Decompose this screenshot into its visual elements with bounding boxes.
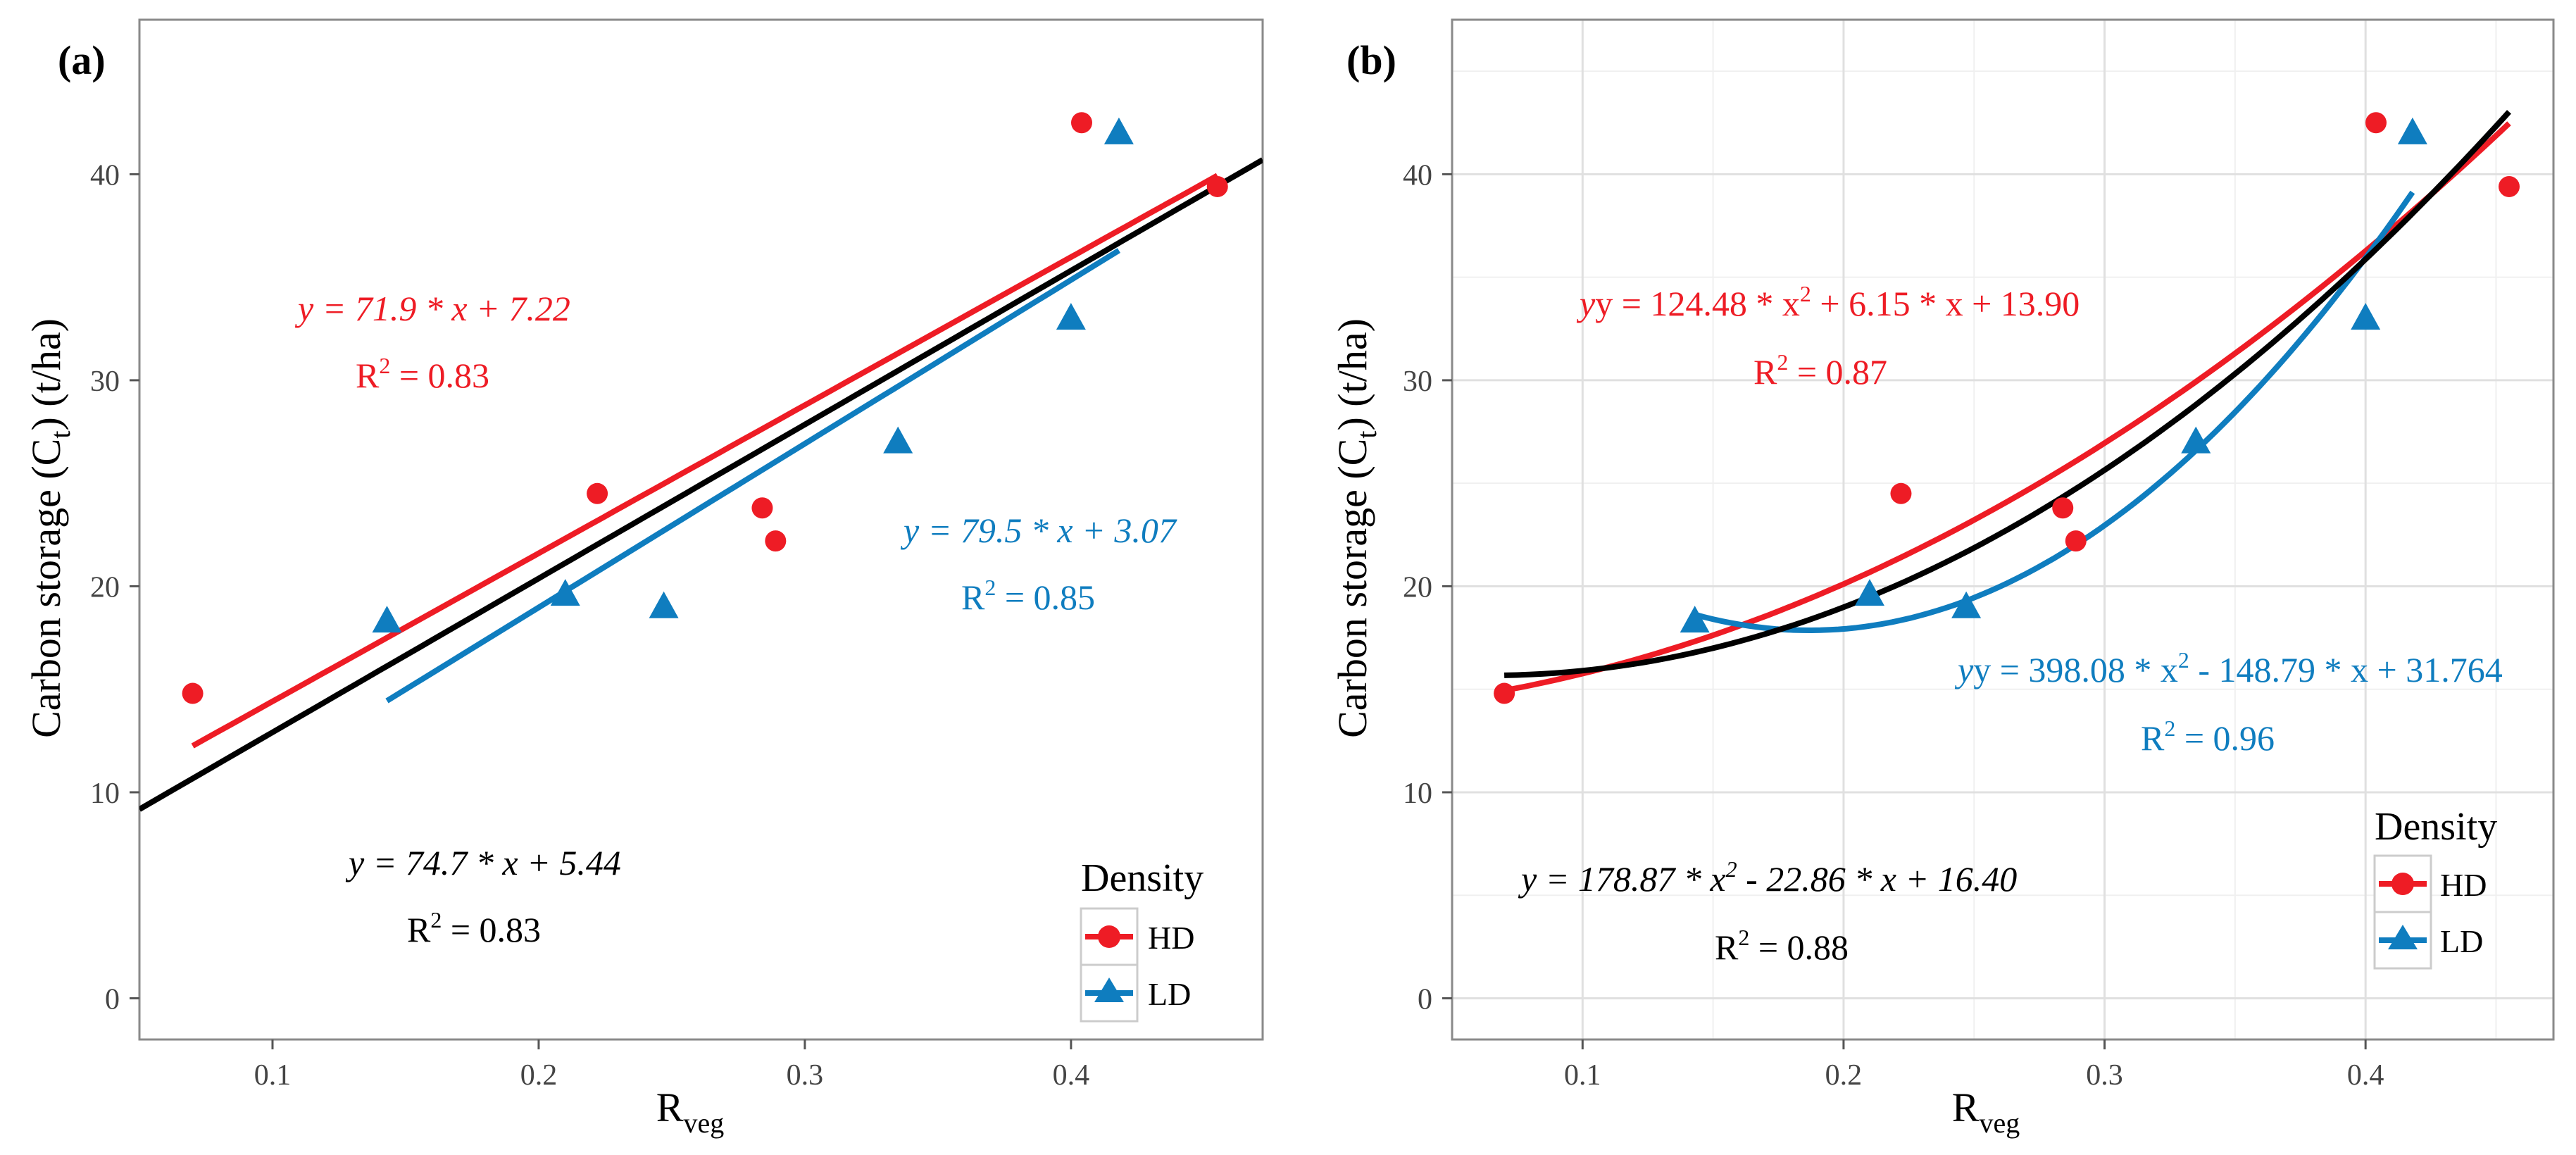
panel-a: (a) 0.1 0.2 0.3 0.4 0 10 20 30 40 Carbon storage… (23, 18, 1264, 1139)
y-tick-label: 20 (90, 571, 120, 604)
panel-b-legend-title: Density (2375, 805, 2497, 849)
point-ld (2181, 426, 2211, 454)
point-ld (2351, 303, 2381, 330)
x-tick-label: 0.4 (2347, 1059, 2384, 1092)
point-ld (1103, 117, 1134, 144)
point-ld (1056, 303, 1086, 330)
fit-line-hd-fit (1503, 121, 2511, 694)
panel-a-eq-ld: y = 79.5 * x + 3.07 (900, 511, 1177, 550)
x-tick-label: 0.1 (254, 1059, 292, 1092)
y-tick-label: 40 (1403, 159, 1432, 192)
point-hd (2065, 530, 2087, 552)
panel-a-xlabel: Rveg (656, 1085, 724, 1139)
panel-b-r2-hd: R2 = 0.87 (1753, 349, 1887, 392)
y-tick-label: 30 (90, 366, 120, 398)
point-hd (765, 530, 787, 552)
panel-b-legend-marker-ld (2388, 925, 2418, 949)
point-ld (372, 606, 402, 633)
panel-a-legend: Density HD LD (1080, 856, 1203, 1023)
panel-a-legend-marker-ld (1094, 978, 1124, 1002)
point-ld (649, 591, 679, 618)
point-hd (1206, 175, 1228, 197)
panel-a-eq-hd: y = 71.9 * x + 7.22 (294, 289, 570, 328)
point-ld (550, 579, 580, 606)
panel-b-legend-marker-hd (2391, 873, 2414, 895)
panel-b-label: (b) (1346, 37, 1396, 83)
fit-line-hd-fit (191, 173, 1219, 749)
point-hd (2365, 112, 2387, 134)
panel-b-r2-all: R2 = 0.88 (1715, 925, 1849, 967)
fit-line-ld-fit (1694, 190, 2415, 634)
y-tick-label: 30 (1403, 366, 1432, 398)
point-hd (2052, 497, 2074, 519)
panel-a-label: (a) (58, 37, 106, 83)
panel-a-fit-lines (139, 157, 1263, 812)
panel-b-gridlines (1451, 20, 2553, 1040)
point-hd (2498, 175, 2520, 197)
panel-b: (b) 0.1 0.2 0.3 0.4 0 10 20 30 40 Carbon storage… (1330, 18, 2555, 1139)
panel-b-ticks: 0.1 0.2 0.3 0.4 0 10 20 30 40 (1403, 159, 2384, 1092)
point-hd (1890, 482, 1912, 504)
panel-b-points (1494, 112, 2520, 704)
point-ld (883, 426, 913, 454)
y-tick-label: 10 (1403, 778, 1432, 810)
panel-b-legend-label-ld: LD (2440, 923, 2483, 959)
point-ld (1680, 606, 1710, 633)
point-hd (182, 682, 204, 704)
panel-a-r2-all: R2 = 0.83 (407, 907, 541, 949)
point-hd (1070, 112, 1092, 134)
y-tick-label: 20 (1403, 571, 1432, 604)
panel-a-legend-label-hd: HD (1148, 920, 1194, 956)
point-hd (1494, 682, 1515, 704)
panel-a-legend-label-ld: LD (1148, 976, 1191, 1012)
panel-a-r2-ld: R2 = 0.85 (961, 575, 1095, 617)
fit-line-ld-fit (385, 248, 1120, 704)
panel-a-points (182, 112, 1228, 704)
panel-a-ticks: 0.1 0.2 0.3 0.4 0 10 20 30 40 (90, 159, 1089, 1092)
panel-b-ylabel: Carbon storage (Ct) (t/ha) (1330, 318, 1382, 738)
x-tick-label: 0.3 (787, 1059, 824, 1092)
x-tick-label: 0.2 (1825, 1059, 1863, 1092)
panel-b-fit-lines (1503, 110, 2511, 694)
point-ld (1951, 591, 1982, 618)
panel-b-r2-ld: R2 = 0.96 (2141, 716, 2275, 758)
panel-a-eq-all: y = 74.7 * x + 5.44 (345, 843, 621, 882)
y-tick-label: 0 (105, 983, 120, 1016)
panel-b-xlabel: Rveg (1952, 1085, 2020, 1139)
y-tick-label: 10 (90, 778, 120, 810)
panel-a-ylabel: Carbon storage (Ct) (t/ha) (23, 318, 76, 738)
fit-line-all-fit (139, 157, 1263, 812)
panel-a-legend-title: Density (1081, 856, 1203, 900)
point-ld (1854, 579, 1884, 606)
panel-a-legend-marker-hd (1098, 925, 1120, 948)
panel-a-r2-hd: R2 = 0.83 (356, 353, 489, 395)
panel-b-legend-label-hd: HD (2440, 867, 2487, 903)
panel-b-eq-ld: yy = 398.08 * x2 - 148.79 * x + 31.764 (1954, 647, 2503, 689)
panel-b-eq-hd: yy = 124.48 * x2 + 6.15 * x + 13.90 (1576, 281, 2080, 323)
x-tick-label: 0.1 (1564, 1059, 1601, 1092)
panel-b-eq-all: y = 178.87 * x2 - 22.86 * x + 16.40 (1518, 856, 2017, 899)
x-tick-label: 0.3 (2086, 1059, 2123, 1092)
x-tick-label: 0.2 (520, 1059, 558, 1092)
y-tick-label: 0 (1418, 983, 1432, 1016)
x-tick-label: 0.4 (1053, 1059, 1090, 1092)
y-tick-label: 40 (90, 159, 120, 192)
point-ld (2397, 117, 2427, 144)
panel-a-plot-border (138, 18, 1264, 1041)
point-hd (587, 482, 608, 504)
fit-line-all-fit (1504, 110, 2511, 678)
panel-b-plot-border (1451, 18, 2555, 1041)
point-hd (751, 497, 773, 519)
panel-b-legend: Density HD LD (2373, 805, 2497, 970)
